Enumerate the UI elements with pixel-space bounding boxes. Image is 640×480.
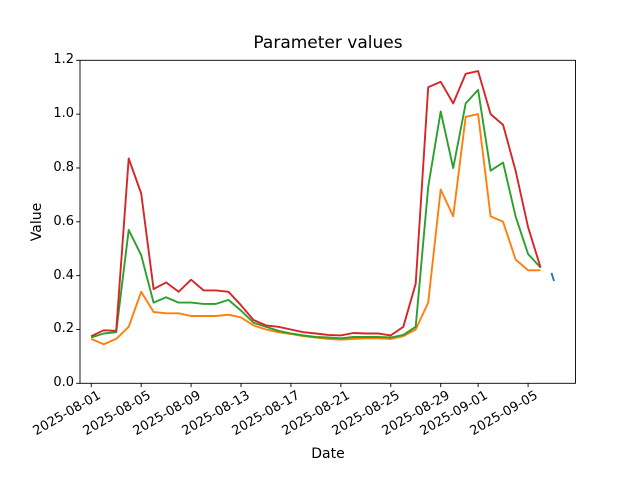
y-tick-label: 0.4 [53,267,74,283]
series-orange [90,113,541,346]
y-tick-label: 1.0 [53,106,74,122]
chart-title: Parameter values [253,33,403,53]
series-blue-fragment [550,272,555,282]
y-tick-label: 0.8 [53,159,74,175]
y-tick-label: 0.2 [53,321,74,337]
series-green [90,88,542,340]
series-red [90,70,542,338]
x-axis-label: Date [311,446,345,462]
y-tick-label: 1.2 [53,52,74,68]
y-tick-label: 0.0 [53,375,74,391]
y-tick-label: 0.6 [53,213,74,229]
